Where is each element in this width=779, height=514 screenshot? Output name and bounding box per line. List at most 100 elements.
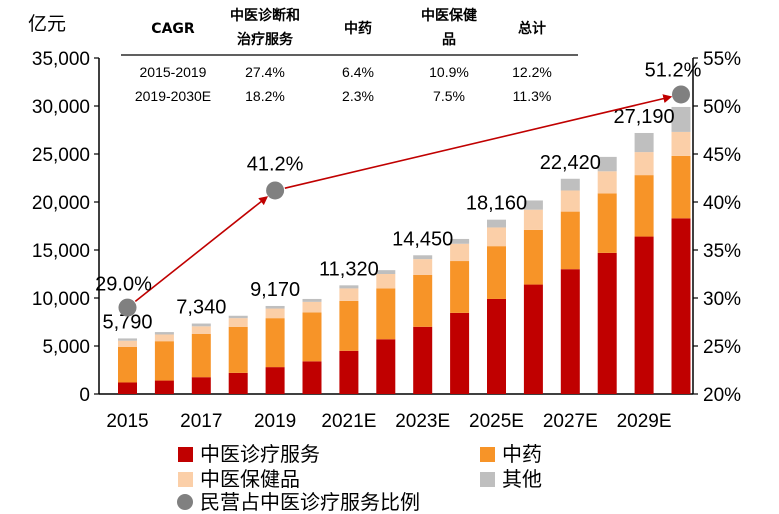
ratio-label: 41.2% bbox=[247, 153, 304, 175]
bar-segment-4 bbox=[523, 200, 543, 210]
bar-segment-4 bbox=[376, 270, 396, 274]
ratio-label: 51.2% bbox=[645, 59, 702, 81]
bar-segment-1 bbox=[302, 361, 322, 394]
x-tick-label: 2015 bbox=[106, 411, 148, 432]
left-tick-label: 0 bbox=[79, 385, 90, 406]
cagr-header-cell: 中药 bbox=[344, 20, 372, 37]
right-tick-label: 45% bbox=[703, 145, 741, 166]
bars bbox=[118, 106, 691, 394]
total-label: 11,320 bbox=[319, 258, 379, 280]
bar-segment-4 bbox=[634, 132, 654, 153]
bar-segment-2 bbox=[376, 288, 396, 340]
bar-segment-2 bbox=[413, 274, 433, 327]
bar-segment-4 bbox=[339, 285, 359, 289]
cagr-cell: 10.9% bbox=[429, 64, 469, 80]
bar-segment-2 bbox=[228, 326, 248, 373]
bar-segment-3 bbox=[339, 288, 359, 301]
ratio-label: 29.0% bbox=[95, 274, 152, 296]
bar-segment-4 bbox=[154, 332, 174, 335]
bar-segment-1 bbox=[154, 380, 174, 394]
bar-segment-3 bbox=[671, 131, 691, 156]
left-tick-label: 5,000 bbox=[42, 337, 90, 358]
ratio-series: 29.0% 41.2% 51.2% bbox=[95, 59, 702, 317]
bar-segment-4 bbox=[228, 315, 248, 319]
bar-segment-4 bbox=[487, 219, 506, 228]
ratio-point bbox=[266, 181, 285, 200]
cagr-header-cell: 中医诊断和 bbox=[230, 7, 300, 24]
x-tick-label: 2021E bbox=[321, 411, 376, 432]
legend-label: 其他 bbox=[502, 467, 542, 491]
bar-segment-2 bbox=[634, 175, 654, 237]
ratio-arrow bbox=[284, 94, 673, 189]
total-value-labels: 5,790 7,340 9,170 11,320 14,450 18,160 22,420 2… bbox=[102, 106, 674, 333]
bar-segment-3 bbox=[560, 190, 580, 212]
x-tick-label: 2017 bbox=[180, 411, 222, 432]
bar-segment-1 bbox=[118, 382, 137, 394]
bar-segment-3 bbox=[118, 340, 137, 347]
right-tick-label: 55% bbox=[703, 49, 741, 70]
x-tick-label: 2023E bbox=[395, 411, 450, 432]
bar-segment-2 bbox=[671, 155, 691, 219]
x-tick-label: 2025E bbox=[469, 411, 524, 432]
cagr-header-cell: 总计 bbox=[518, 20, 546, 37]
bar-segment-2 bbox=[118, 346, 137, 383]
ratio-point bbox=[118, 298, 137, 317]
bar-segment-2 bbox=[450, 261, 470, 313]
ratio-arrow bbox=[134, 196, 269, 303]
bar-segment-3 bbox=[191, 326, 211, 334]
bar-segment-1 bbox=[413, 326, 433, 394]
bar-segment-2 bbox=[597, 193, 617, 253]
cagr-cell: 12.2% bbox=[512, 64, 552, 80]
x-tick-label: 2029E bbox=[617, 411, 672, 432]
bar-segment-4 bbox=[191, 323, 211, 327]
left-tick-label: 25,000 bbox=[32, 145, 90, 166]
cagr-cell: 2019-2030E bbox=[135, 88, 211, 104]
bar-segment-4 bbox=[450, 238, 470, 244]
bar-segment-4 bbox=[413, 255, 433, 260]
left-tick-label: 15,000 bbox=[32, 241, 90, 262]
right-tick-label: 25% bbox=[703, 337, 741, 358]
total-label: 22,420 bbox=[540, 152, 601, 174]
legend-swatch bbox=[480, 447, 495, 462]
right-tick-label: 20% bbox=[703, 385, 741, 406]
right-y-axis-ticks: 20% 25% 30% 35% 40% 45% 50% 55% bbox=[693, 49, 741, 406]
legend-label: 中药 bbox=[502, 442, 542, 466]
bar-segment-1 bbox=[265, 367, 285, 394]
left-tick-label: 10,000 bbox=[32, 289, 90, 310]
total-label: 9,170 bbox=[250, 279, 300, 301]
legend-swatch bbox=[178, 472, 193, 487]
bar-segment-4 bbox=[118, 338, 137, 341]
total-label: 14,450 bbox=[392, 228, 453, 250]
total-label: 27,190 bbox=[614, 106, 675, 128]
total-label: 7,340 bbox=[176, 297, 226, 319]
bar-segment-4 bbox=[560, 178, 580, 191]
x-tick-label: 2019 bbox=[254, 411, 296, 432]
bar-segment-3 bbox=[450, 243, 470, 262]
bar-segment-1 bbox=[523, 284, 543, 394]
bar-segment-2 bbox=[523, 229, 543, 285]
bar-segment-3 bbox=[228, 318, 248, 327]
x-axis-tick-labels: 2015 2017 2019 2021E 2023E 2025E 2027E 2029E bbox=[106, 411, 671, 432]
bar-segment-1 bbox=[191, 377, 211, 394]
bar-segment-1 bbox=[339, 350, 359, 394]
bar-segment-3 bbox=[487, 227, 506, 247]
cagr-header-cell: 品 bbox=[442, 32, 456, 48]
x-tick-label: 2027E bbox=[543, 411, 598, 432]
cagr-cell: 2.3% bbox=[342, 88, 374, 104]
bar-segment-4 bbox=[265, 305, 285, 309]
right-tick-label: 50% bbox=[703, 97, 741, 118]
bar-segment-1 bbox=[228, 372, 248, 394]
cagr-cell: 11.3% bbox=[513, 88, 552, 104]
right-tick-label: 35% bbox=[703, 241, 741, 262]
cagr-header-cell: 治疗服务 bbox=[237, 31, 294, 48]
bar-segment-2 bbox=[487, 246, 506, 299]
bar-segment-1 bbox=[487, 298, 506, 394]
left-tick-label: 30,000 bbox=[32, 97, 90, 118]
bar-segment-1 bbox=[376, 339, 396, 394]
bar-segment-4 bbox=[597, 156, 617, 172]
cagr-header-cell: CAGR bbox=[151, 21, 195, 37]
bar-segment-3 bbox=[597, 171, 617, 194]
legend-marker-ratio bbox=[177, 494, 193, 510]
bar-segment-1 bbox=[671, 218, 691, 394]
